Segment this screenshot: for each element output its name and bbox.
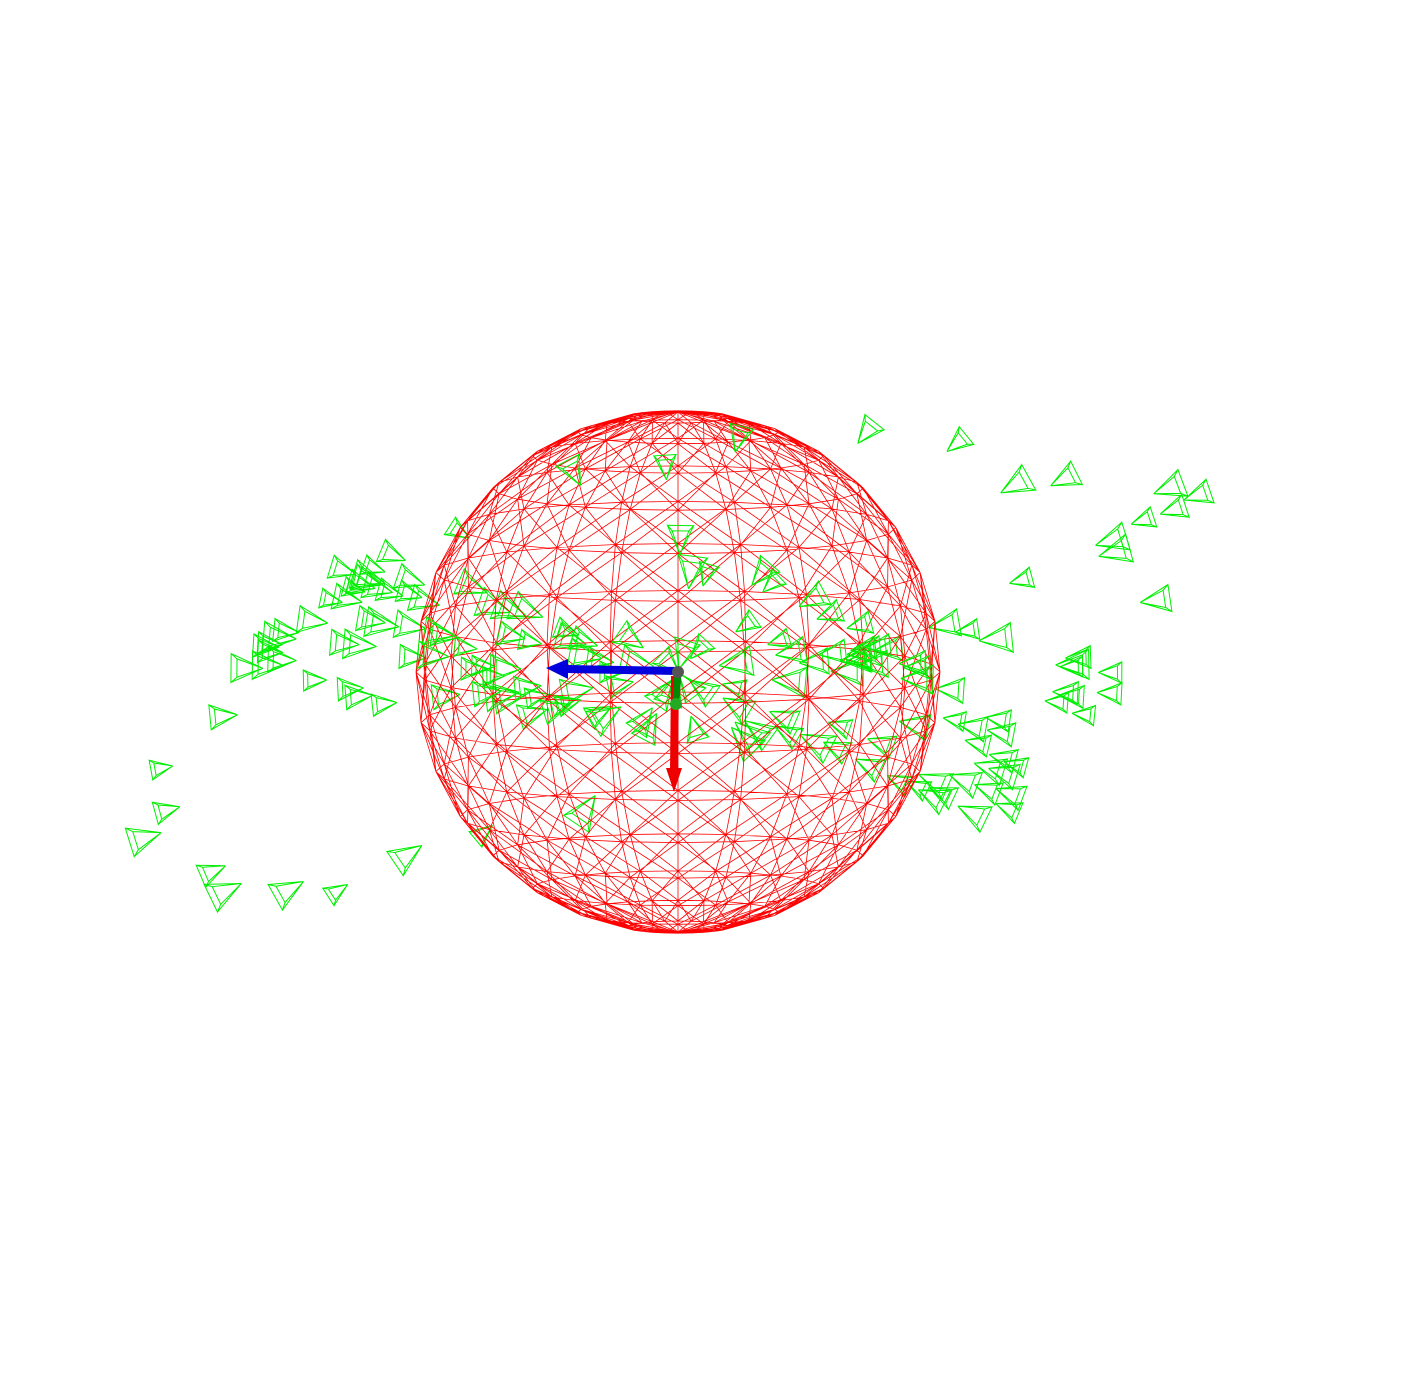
- x-axis-arrow: [566, 669, 678, 671]
- z-axis-arrowhead: [670, 698, 682, 710]
- origin-point: [672, 666, 684, 678]
